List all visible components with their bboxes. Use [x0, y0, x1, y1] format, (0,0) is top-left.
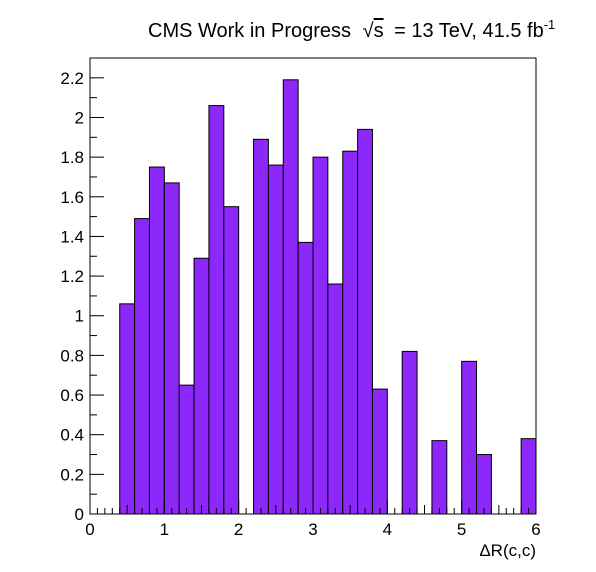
histogram-bar — [119, 303, 136, 515]
histogram-bar — [282, 79, 299, 515]
x-tick-label: 2 — [234, 520, 243, 539]
y-tick-label: 0.8 — [60, 346, 84, 365]
histogram-bar — [327, 283, 344, 515]
y-tick-label: 0.4 — [60, 426, 84, 445]
y-tick-label: 0 — [75, 505, 84, 524]
x-tick-label: 6 — [531, 520, 540, 539]
histogram-bar — [342, 150, 359, 515]
x-tick-label: 1 — [160, 520, 169, 539]
y-tick-label: 0.2 — [60, 465, 84, 484]
y-tick-label: 1.6 — [60, 188, 84, 207]
y-tick-label: 1.8 — [60, 148, 84, 167]
histogram-bar — [297, 241, 314, 515]
chart-title: CMS Work in Progress √s = 13 TeV, 41.5 f… — [148, 17, 555, 42]
histogram-bars — [119, 79, 537, 515]
y-tick-label: 2.2 — [60, 69, 84, 88]
histogram-bar — [267, 164, 284, 515]
histogram-bar — [401, 350, 418, 515]
sqrt-variable: s — [374, 20, 384, 42]
plot-axes — [89, 57, 537, 515]
y-tick-label: 1.2 — [60, 267, 84, 286]
y-tick-label: 1 — [75, 307, 84, 326]
x-tick-label: 0 — [85, 520, 94, 539]
histogram-bar — [134, 218, 150, 515]
histogram-bar — [208, 105, 225, 515]
y-tick-label: 0.6 — [60, 386, 84, 405]
x-tick-label: 5 — [457, 520, 466, 539]
histogram-bar — [148, 166, 165, 515]
histogram-bar — [371, 388, 388, 515]
title-exponent: -1 — [544, 17, 556, 32]
y-tick-label: 2 — [75, 108, 84, 127]
histogram-bar — [163, 182, 180, 515]
histogram-bar — [223, 206, 240, 515]
histogram-bar — [253, 138, 269, 515]
histogram-bar — [312, 156, 329, 515]
histogram-bar — [520, 438, 537, 515]
histogram-bar — [357, 128, 373, 515]
histogram-bar — [461, 360, 478, 515]
x-tick-label: 4 — [383, 520, 392, 539]
tick-labels: 0 1 2 3 4 5 6 0 0.2 0.4 0.6 0.8 1 1.2 1.4 1.6 1.8 2 2.2 — [60, 69, 540, 539]
sqrt-symbol: √ — [363, 20, 374, 42]
x-tick-label: 3 — [308, 520, 317, 539]
x-axis-title: ΔR(c,c) — [479, 541, 536, 560]
histogram-bar — [431, 440, 448, 515]
histogram-bar — [178, 384, 195, 515]
histogram-bar — [193, 257, 210, 515]
y-tick-label: 1.4 — [60, 227, 84, 246]
histogram-bar — [476, 454, 492, 515]
